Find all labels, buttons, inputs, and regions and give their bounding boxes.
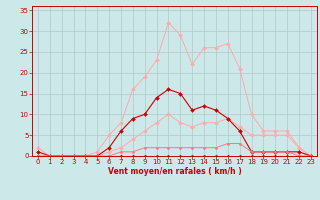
X-axis label: Vent moyen/en rafales ( km/h ): Vent moyen/en rafales ( km/h ) <box>108 167 241 176</box>
